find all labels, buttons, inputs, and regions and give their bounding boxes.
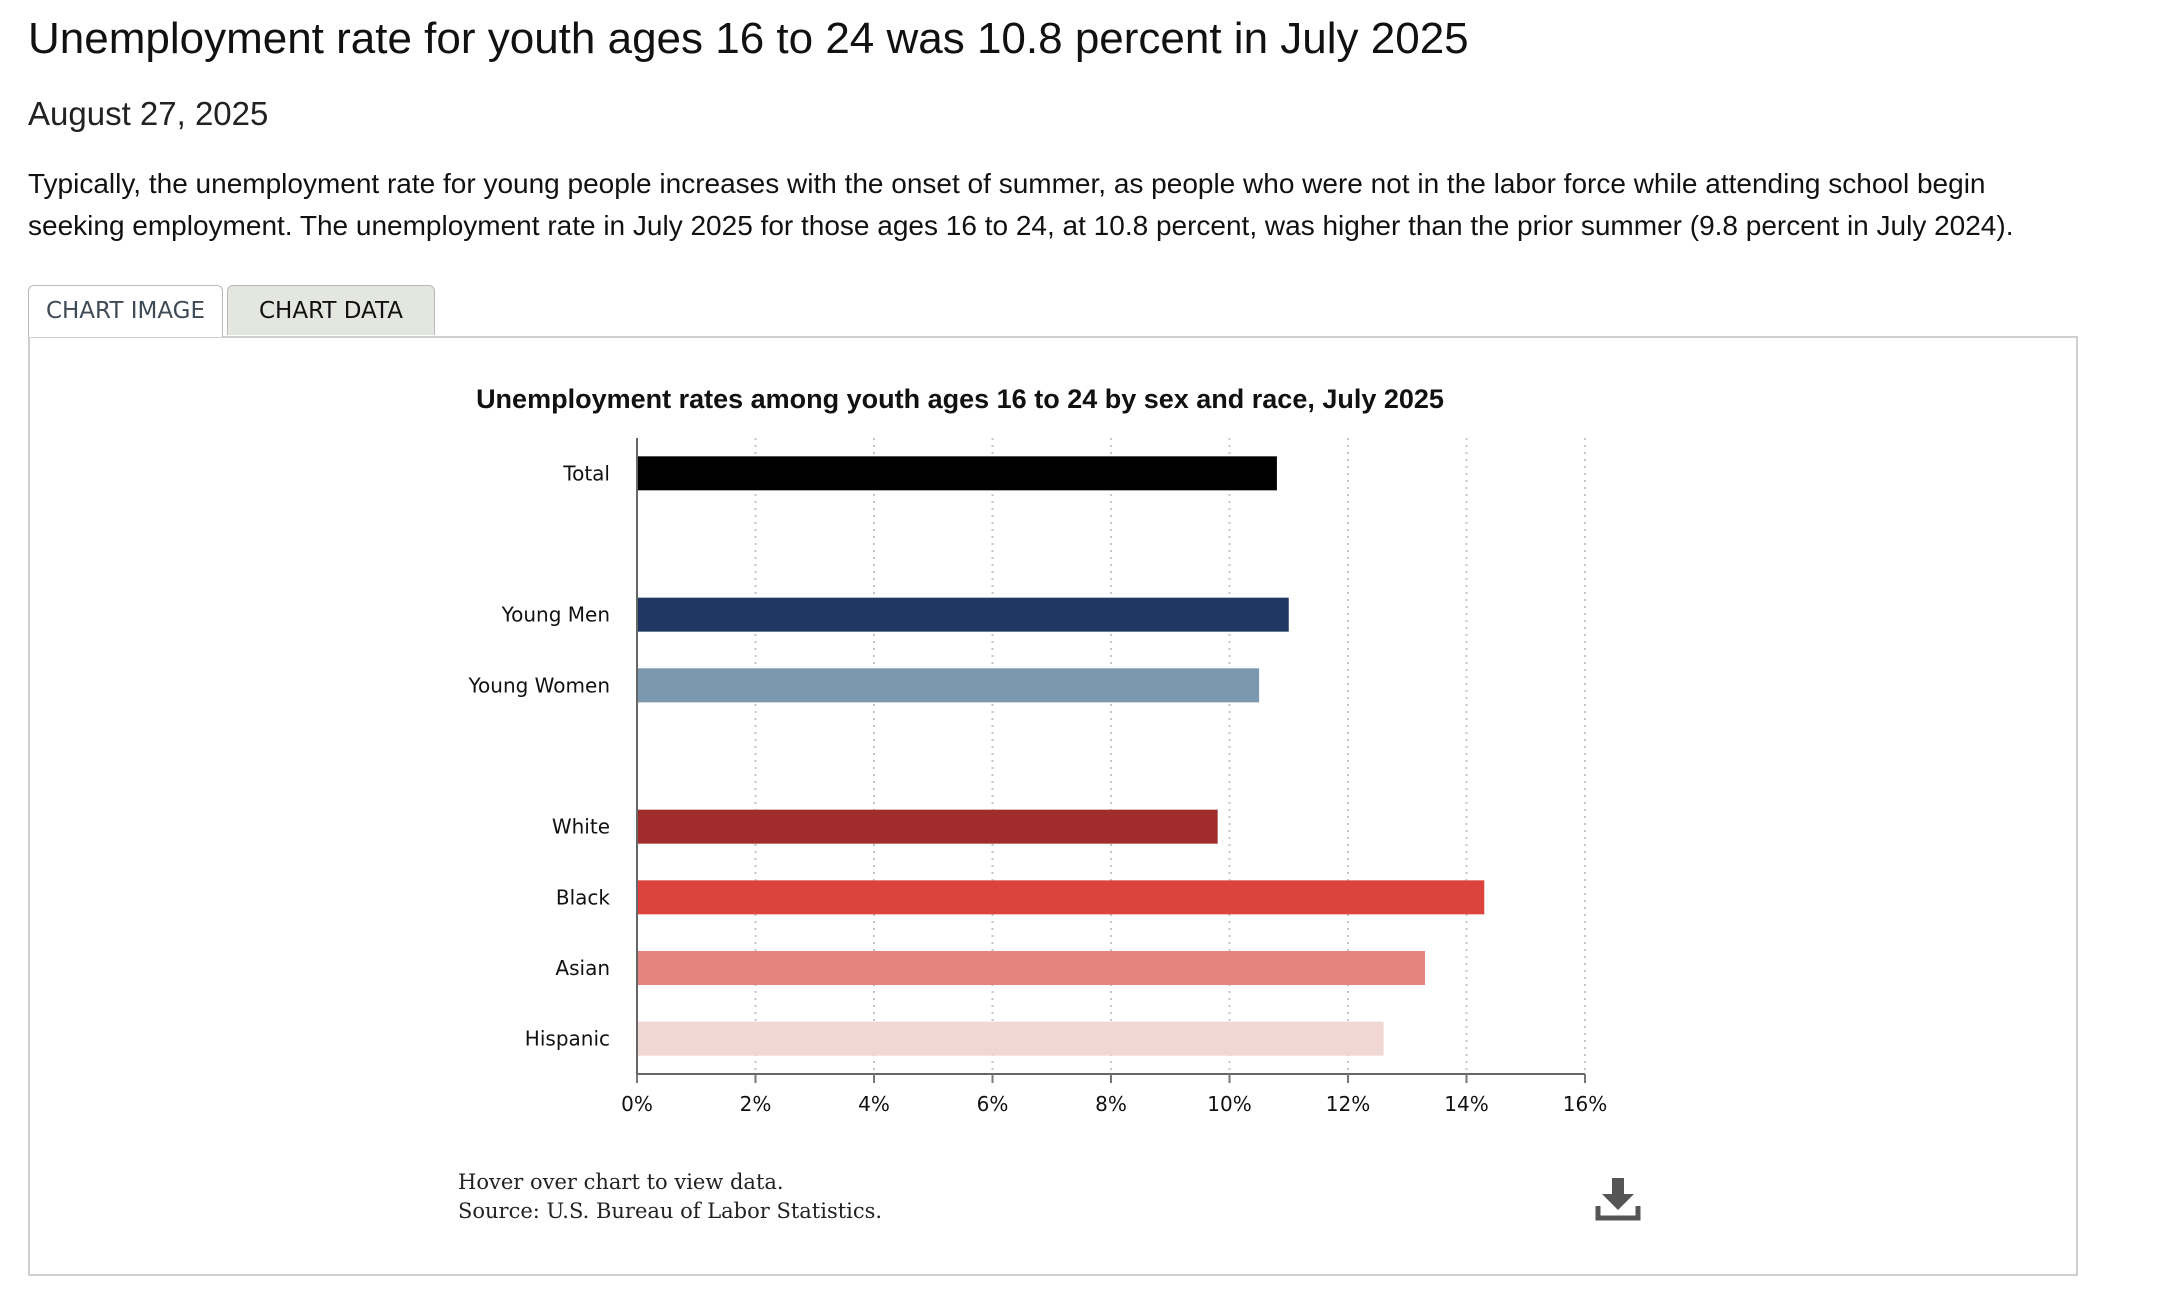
x-tick-label: 0% <box>621 1092 653 1116</box>
x-tick-label: 2% <box>740 1092 772 1116</box>
category-labels: Total Young Men Young Women White Black Asian… <box>467 461 610 1050</box>
x-tick-label: 10% <box>1207 1092 1251 1116</box>
category-label: Black <box>556 885 611 909</box>
x-axis-ticks: 0% 2% 4% 6% 8% 10% 12% 14% 16% <box>621 1074 1607 1116</box>
bar-total[interactable]: Total: 10.8% <box>637 456 1277 491</box>
bar-young-men[interactable]: Young Men: 11% <box>637 597 1289 632</box>
category-label: Young Women <box>467 673 610 697</box>
category-label: Hispanic <box>525 1027 610 1051</box>
hover-note: Hover over chart to view data. <box>458 1170 784 1194</box>
publish-date: August 27, 2025 <box>28 95 269 132</box>
bar-hispanic[interactable]: Hispanic: 12.6% <box>637 1021 1384 1056</box>
tab-chart-image[interactable]: CHART IMAGE <box>28 285 223 337</box>
tab-chart-data[interactable]: CHART DATA <box>227 285 435 335</box>
category-label: Young Men <box>501 603 610 627</box>
bar-young-women[interactable]: Young Women: 10.5% <box>637 668 1260 703</box>
x-tick-label: 4% <box>858 1092 890 1116</box>
category-label: Asian <box>555 956 610 980</box>
x-tick-label: 14% <box>1444 1092 1488 1116</box>
page-title: Unemployment rate for youth ages 16 to 2… <box>28 14 1469 63</box>
chart-footnote: Hover over chart to view data. Source: U… <box>458 1168 882 1226</box>
chart-title: Unemployment rates among youth ages 16 t… <box>476 384 1444 414</box>
x-tick-label: 8% <box>1095 1092 1127 1116</box>
bars: Total: 10.8% Young Men: 11% Young Women: 1… <box>637 456 1485 1056</box>
gridlines <box>754 438 1586 1074</box>
bar-white[interactable]: White: 9.8% <box>637 809 1218 844</box>
x-tick-label: 6% <box>977 1092 1009 1116</box>
category-label: Total <box>562 461 610 485</box>
summary-paragraph: Typically, the unemployment rate for you… <box>28 168 2014 241</box>
x-tick-label: 16% <box>1563 1092 1607 1116</box>
chart-panel <box>28 336 2078 1276</box>
bar-black[interactable]: Black: 14.3% <box>637 880 1485 915</box>
category-label: White <box>552 815 610 839</box>
bar-asian[interactable]: Asian: 13.3% <box>637 951 1426 985</box>
download-icon[interactable] <box>1594 1174 1642 1222</box>
source-note: Source: U.S. Bureau of Labor Statistics. <box>458 1199 883 1223</box>
x-tick-label: 12% <box>1326 1092 1370 1116</box>
